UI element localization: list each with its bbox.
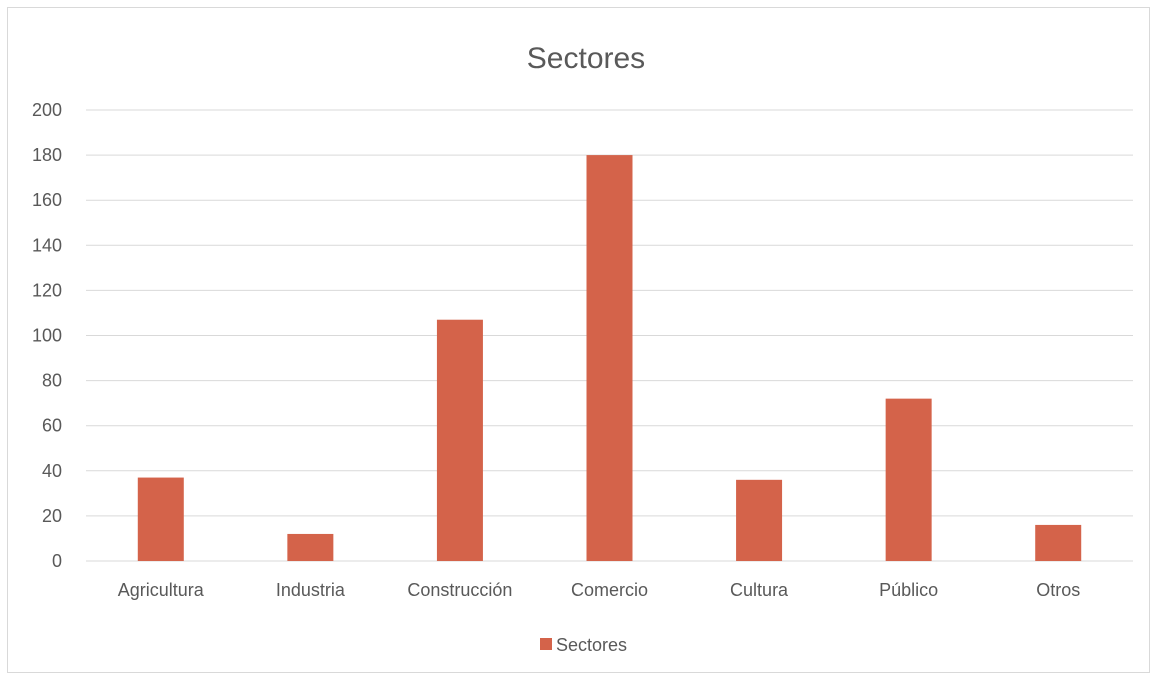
legend-label: Sectores [556, 635, 627, 655]
x-axis-tick-labels: Agricultura Industria Construcción Comercio… [118, 580, 1080, 600]
bar-agricultura [137, 477, 184, 561]
y-tick-label: 180 [32, 145, 62, 165]
x-tick-label: Cultura [730, 580, 789, 600]
y-tick-label: 140 [32, 235, 62, 255]
x-tick-label: Agricultura [118, 580, 205, 600]
x-tick-label: Público [879, 580, 938, 600]
bars [137, 155, 1082, 561]
bar-industria [287, 533, 334, 561]
x-tick-label: Industria [276, 580, 346, 600]
x-tick-label: Otros [1036, 580, 1080, 600]
x-tick-label: Construcción [407, 580, 512, 600]
y-tick-label: 80 [42, 371, 62, 391]
y-tick-label: 60 [42, 416, 62, 436]
y-tick-label: 120 [32, 280, 62, 300]
y-tick-label: 160 [32, 190, 62, 210]
y-tick-label: 200 [32, 100, 62, 120]
chart-frame: Sectores 0 20 40 60 80 100 120 140 160 180 200 Agr… [7, 7, 1150, 673]
bar-construcción [436, 319, 483, 561]
x-tick-label: Comercio [571, 580, 648, 600]
y-tick-label: 20 [42, 506, 62, 526]
y-tick-label: 40 [42, 461, 62, 481]
bar-chart: Sectores 0 20 40 60 80 100 120 140 160 180 200 Agr… [32, 42, 1133, 655]
chart-title: Sectores [527, 42, 645, 75]
y-axis-tick-labels: 0 20 40 60 80 100 120 140 160 180 200 [32, 100, 62, 571]
y-tick-label: 0 [52, 551, 62, 571]
y-tick-label: 100 [32, 326, 62, 346]
bar-cultura [736, 479, 783, 561]
legend: Sectores [540, 635, 627, 655]
bar-otros [1035, 524, 1082, 561]
legend-swatch [540, 638, 552, 650]
bar-público [885, 398, 932, 561]
bar-comercio [586, 155, 633, 561]
